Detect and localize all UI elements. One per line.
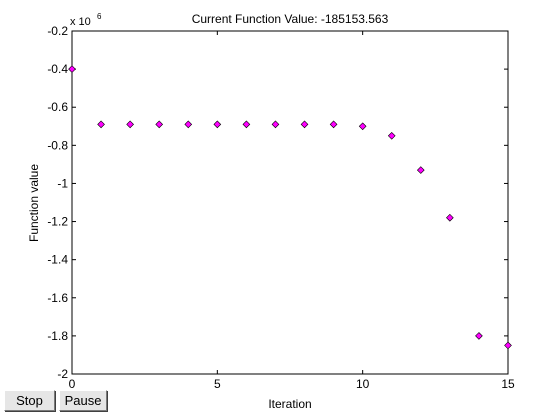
y-tick-label: -1.4 (47, 253, 68, 267)
data-point (271, 120, 280, 129)
x-tick-label: 10 (356, 377, 370, 391)
axes-box (71, 30, 509, 375)
data-point (155, 120, 164, 129)
y-axis-label: Function value (27, 164, 41, 242)
x-axis-label: Iteration (268, 397, 311, 411)
data-point (97, 120, 105, 129)
data-point (184, 120, 193, 129)
x-tick-label: 0 (69, 377, 76, 391)
y-tick-label: -1.8 (47, 329, 68, 343)
x-tick-label: 5 (214, 377, 221, 391)
y-tick-label: -2 (57, 367, 68, 381)
data-point (242, 120, 251, 129)
data-point (446, 213, 454, 222)
data-point (213, 120, 222, 129)
y-axis: -0.2 -0.4 -0.6 -0.8 -1 -1.2 -1.4 -1.6 -1.8 -2 (47, 24, 508, 381)
data-point (300, 120, 309, 129)
data-point (387, 131, 396, 140)
data-point (358, 122, 367, 131)
y-tick-label: -0.2 (47, 24, 68, 38)
data-point (475, 332, 483, 340)
y-exponent-label: x 10 (70, 16, 91, 28)
data-point (329, 120, 338, 129)
y-tick-label: -0.8 (47, 138, 68, 152)
stop-button[interactable]: Stop (4, 390, 55, 411)
x-tick-label: 15 (501, 377, 515, 391)
y-tick-label: -1 (57, 176, 68, 190)
y-tick-label: -1.2 (47, 215, 68, 229)
data-series (68, 65, 512, 350)
x-axis: 0 5 10 15 (69, 31, 515, 391)
chart-title: Current Function Value: -185153.563 (192, 12, 389, 26)
data-point (126, 120, 134, 129)
pause-button[interactable]: Pause (59, 390, 107, 411)
y-tick-label: -0.6 (47, 100, 68, 114)
data-point (68, 65, 76, 73)
y-tick-label: -1.6 (47, 291, 68, 305)
data-point (504, 341, 512, 350)
data-point (416, 166, 425, 174)
y-exponent-power: 6 (97, 12, 102, 21)
y-tick-label: -0.4 (47, 62, 68, 76)
